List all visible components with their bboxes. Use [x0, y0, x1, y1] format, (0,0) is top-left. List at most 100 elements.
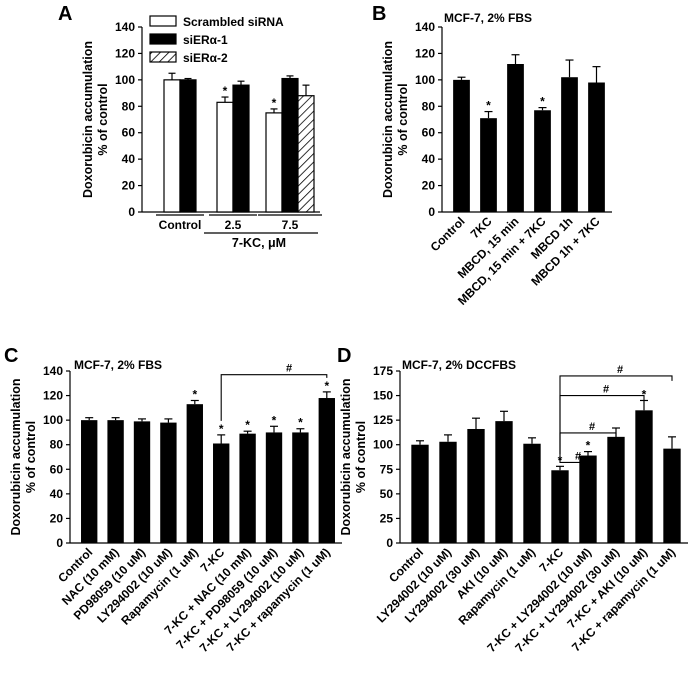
bar	[265, 432, 283, 543]
panel-letter: B	[372, 3, 386, 25]
significance-bracket	[559, 375, 673, 455]
bar	[635, 410, 653, 543]
bar	[480, 118, 497, 212]
bar	[588, 82, 605, 212]
significance-hash: #	[603, 384, 609, 396]
bar	[160, 422, 177, 543]
y-tick-label: 150	[373, 389, 393, 403]
x-tick-label: Control	[428, 214, 468, 254]
x-tick-label: 2.5	[225, 218, 242, 232]
bar	[579, 455, 597, 543]
y-tick-label: 40	[122, 152, 136, 166]
significance-hash: #	[286, 363, 292, 375]
bar	[133, 421, 151, 543]
significance-star: *	[219, 422, 224, 436]
significance-star: *	[486, 99, 491, 113]
y-tick-label: 50	[380, 487, 394, 501]
panel-title: MCF-7, 2% FBS	[444, 11, 532, 25]
y-tick-label: 120	[415, 46, 435, 60]
y-axis-label: % of control	[354, 421, 368, 493]
bar	[297, 95, 315, 213]
legend-label: siERα-1	[183, 33, 228, 47]
bar	[411, 444, 429, 543]
y-axis-label: % of control	[396, 83, 410, 155]
bar	[292, 432, 309, 543]
y-tick-label: 80	[122, 99, 136, 113]
y-tick-label: 40	[422, 152, 436, 166]
x-tick-label: Control	[159, 218, 202, 232]
bar	[239, 433, 256, 543]
y-axis-label: % of control	[96, 83, 110, 155]
legend-label: siERα-2	[183, 51, 228, 65]
y-tick-label: 120	[115, 46, 135, 60]
y-tick-label: 25	[380, 511, 394, 525]
significance-star: *	[642, 387, 647, 401]
panel-b: B MCF-7, 2% FBS 0 20 40 60 80 100 120 140 Doxorubi…	[372, 3, 612, 308]
significance-star: *	[540, 95, 545, 109]
legend-swatch	[149, 51, 177, 63]
bar	[663, 448, 681, 543]
bar	[607, 436, 625, 543]
y-tick-label: 60	[122, 126, 136, 140]
bar	[507, 64, 524, 212]
significance-star: *	[324, 379, 329, 393]
bar	[551, 470, 569, 543]
legend-swatch	[149, 33, 177, 45]
y-tick-label: 175	[373, 364, 393, 378]
x-axis-label: 7-KC, μM	[232, 236, 286, 250]
significance-hash: #	[617, 364, 623, 376]
significance-bracket	[559, 454, 589, 468]
panel-letter: C	[4, 345, 18, 367]
y-axis-label: Doxorubicin accumulation	[9, 379, 23, 536]
bar	[265, 112, 283, 213]
y-axis-label: Doxorubicin accumulation	[81, 41, 95, 198]
y-tick-label: 20	[422, 179, 436, 193]
y-tick-label: 80	[50, 438, 64, 452]
y-tick-label: 20	[122, 179, 136, 193]
y-tick-label: 120	[43, 389, 63, 403]
bar	[318, 398, 335, 543]
bar	[232, 84, 250, 213]
y-tick-label: 75	[380, 462, 394, 476]
bar	[561, 77, 578, 212]
bar	[523, 443, 541, 543]
bar	[107, 420, 124, 543]
bar	[163, 79, 181, 213]
bar	[534, 110, 551, 212]
y-tick-label: 140	[115, 20, 135, 34]
y-axis-label: % of control	[24, 421, 38, 493]
significance-bracket	[220, 374, 328, 421]
y-tick-label: 20	[50, 511, 64, 525]
significance-star: *	[192, 387, 197, 401]
y-tick-label: 140	[43, 364, 63, 378]
bar	[495, 421, 513, 543]
bar	[186, 404, 203, 543]
panel-letter: A	[58, 3, 72, 25]
bar	[467, 428, 485, 543]
bar	[179, 79, 197, 213]
bar	[439, 441, 457, 543]
y-tick-label: 100	[115, 73, 135, 87]
y-tick-label: 0	[128, 205, 135, 219]
significance-hash: #	[589, 421, 595, 433]
legend-swatch	[149, 15, 177, 27]
significance-star: *	[272, 413, 277, 427]
significance-star: *	[272, 96, 277, 110]
significance-star: *	[586, 439, 591, 453]
y-tick-label: 80	[422, 99, 436, 113]
significance-star: *	[245, 418, 250, 432]
significance-hash: #	[575, 450, 581, 462]
bar	[281, 77, 299, 213]
y-axis-label: Doxorubicin accumulation	[339, 379, 353, 536]
y-axis-label: Doxorubicin accumulation	[381, 41, 395, 198]
y-tick-label: 125	[373, 413, 393, 427]
panel-title: MCF-7, 2% DCCFBS	[402, 358, 516, 372]
y-tick-label: 100	[43, 413, 63, 427]
bar	[81, 420, 98, 543]
panel-d: D MCF-7, 2% DCCFBS 0 25 50 75 100 125 150 175 Doxo…	[337, 345, 688, 655]
significance-star: *	[223, 84, 228, 98]
x-tick-label: 7.5	[282, 218, 299, 232]
legend-label: Scrambled siRNA	[183, 15, 284, 29]
y-tick-label: 60	[50, 462, 64, 476]
